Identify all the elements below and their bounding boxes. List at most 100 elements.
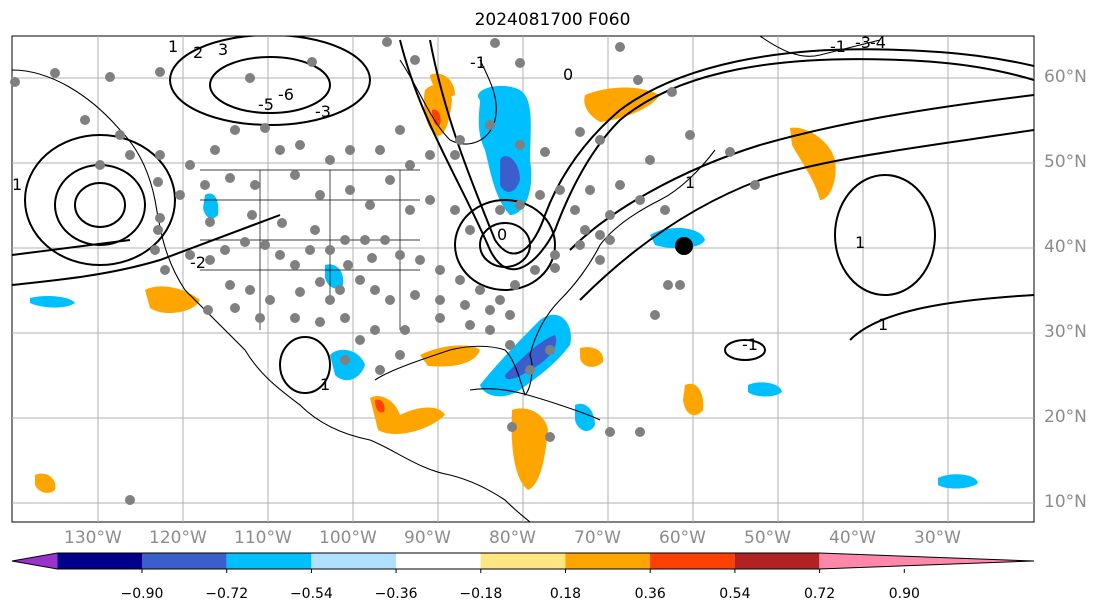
station-dot xyxy=(355,335,365,345)
station-dot xyxy=(203,305,213,315)
station-dot xyxy=(585,185,595,195)
station-dot xyxy=(405,205,415,215)
contour-label: -5 xyxy=(258,95,274,114)
station-dot xyxy=(400,325,410,335)
colorbar-tick-label: 0.18 xyxy=(549,586,582,602)
lon-tick-label: 90°W xyxy=(404,528,451,548)
contour-label: 0 xyxy=(563,65,573,84)
orange-area-hudson xyxy=(423,84,452,136)
contour-label: 1 xyxy=(685,173,695,192)
blue-area-east xyxy=(938,474,978,489)
contour-small-low xyxy=(724,339,766,361)
station-dot xyxy=(475,285,485,295)
greenland xyxy=(759,36,881,57)
station-dot xyxy=(395,350,405,360)
station-dot xyxy=(245,73,255,83)
station-dot xyxy=(460,300,470,310)
contour-label: -1 xyxy=(470,53,486,72)
contour-high-canada xyxy=(169,36,371,126)
colorbar-tick-label: −0.54 xyxy=(289,586,333,602)
lon-tick-label: 130°W xyxy=(64,528,122,548)
contour-label: -3 xyxy=(855,33,871,52)
station-dot xyxy=(325,245,335,255)
colorbar xyxy=(11,552,1035,573)
station-dot xyxy=(555,185,565,195)
station-dot xyxy=(485,305,495,315)
colorbar-extend-max xyxy=(819,553,1034,569)
contour-northwest-2 xyxy=(12,239,131,256)
station-dot xyxy=(160,265,170,275)
station-dot xyxy=(185,250,195,260)
station-dot xyxy=(495,295,505,305)
station-dot xyxy=(510,280,520,290)
colorbar-extend-min xyxy=(12,553,58,569)
blue-area-plains xyxy=(325,264,344,289)
station-dot xyxy=(385,175,395,185)
station-dot xyxy=(307,57,317,67)
colorbar-tick-label: 0.36 xyxy=(634,586,666,602)
station-dot xyxy=(633,75,643,85)
station-dot xyxy=(365,200,375,210)
station-dot xyxy=(375,365,385,375)
contour-subtropical xyxy=(849,294,1034,341)
station-dot xyxy=(290,313,300,323)
station-dot xyxy=(80,115,90,125)
station-dot xyxy=(275,145,285,155)
station-dot xyxy=(10,77,20,87)
contour-northwest xyxy=(12,214,281,286)
station-dot xyxy=(115,130,125,140)
station-dot xyxy=(575,127,585,137)
colorbar-segment xyxy=(565,553,650,569)
red-area-hudson xyxy=(432,109,441,126)
station-dot xyxy=(495,205,505,215)
station-dot xyxy=(95,160,105,170)
station-dot xyxy=(725,147,735,157)
station-dot xyxy=(260,240,270,250)
station-dot xyxy=(410,290,420,300)
contour-low-pacific-core xyxy=(74,182,126,228)
cuba xyxy=(469,388,601,421)
contour-low-pacific xyxy=(24,134,176,266)
lon-tick-label: 40°W xyxy=(829,528,876,548)
station-dot xyxy=(205,255,215,265)
station-dot xyxy=(545,432,555,442)
station-dot xyxy=(425,195,435,205)
lat-tick-label: 50°N xyxy=(1044,152,1087,172)
lon-tick-label: 120°W xyxy=(149,528,207,548)
station-dot xyxy=(382,37,392,47)
contour-atlantic-ridge-2 xyxy=(569,94,1034,251)
station-dot xyxy=(435,265,445,275)
contour-label: -4 xyxy=(870,33,886,52)
station-dot xyxy=(50,68,60,78)
station-dot xyxy=(605,210,615,220)
contour-label: 1 xyxy=(168,37,178,56)
station-dot xyxy=(150,245,160,255)
station-dot xyxy=(450,205,460,215)
station-dot xyxy=(395,125,405,135)
station-dot xyxy=(315,190,325,200)
gulf-coast xyxy=(374,149,716,397)
contour-label: 0 xyxy=(497,225,507,244)
orange-area-atlantic-2 xyxy=(683,383,704,416)
station-dots xyxy=(10,37,760,505)
lon-tick-label: 30°W xyxy=(914,528,961,548)
contour-label: 1 xyxy=(855,233,865,252)
contour-high-canada-inner xyxy=(209,56,331,114)
orange-area-gulf xyxy=(420,345,480,367)
contour-label: 1 xyxy=(320,375,330,394)
contour-labels: 1 2 3 -6 -5 -3 -1 0 1 1 -2 1 1 -1 1 0 -1… xyxy=(12,33,888,394)
lon-tick-label: 50°W xyxy=(744,528,791,548)
colorbar-tick-label: −0.90 xyxy=(120,586,164,602)
station-dot xyxy=(645,155,655,165)
station-dot xyxy=(250,180,260,190)
station-dot xyxy=(325,295,335,305)
station-dot xyxy=(260,123,270,133)
station-dot xyxy=(153,225,163,235)
station-dot xyxy=(375,145,385,155)
station-dot xyxy=(465,320,475,330)
station-dot xyxy=(370,285,380,295)
contour-low-greatlakes-inner xyxy=(479,222,531,268)
station-dot xyxy=(240,237,250,247)
station-dot xyxy=(455,135,465,145)
station-dot xyxy=(435,295,445,305)
